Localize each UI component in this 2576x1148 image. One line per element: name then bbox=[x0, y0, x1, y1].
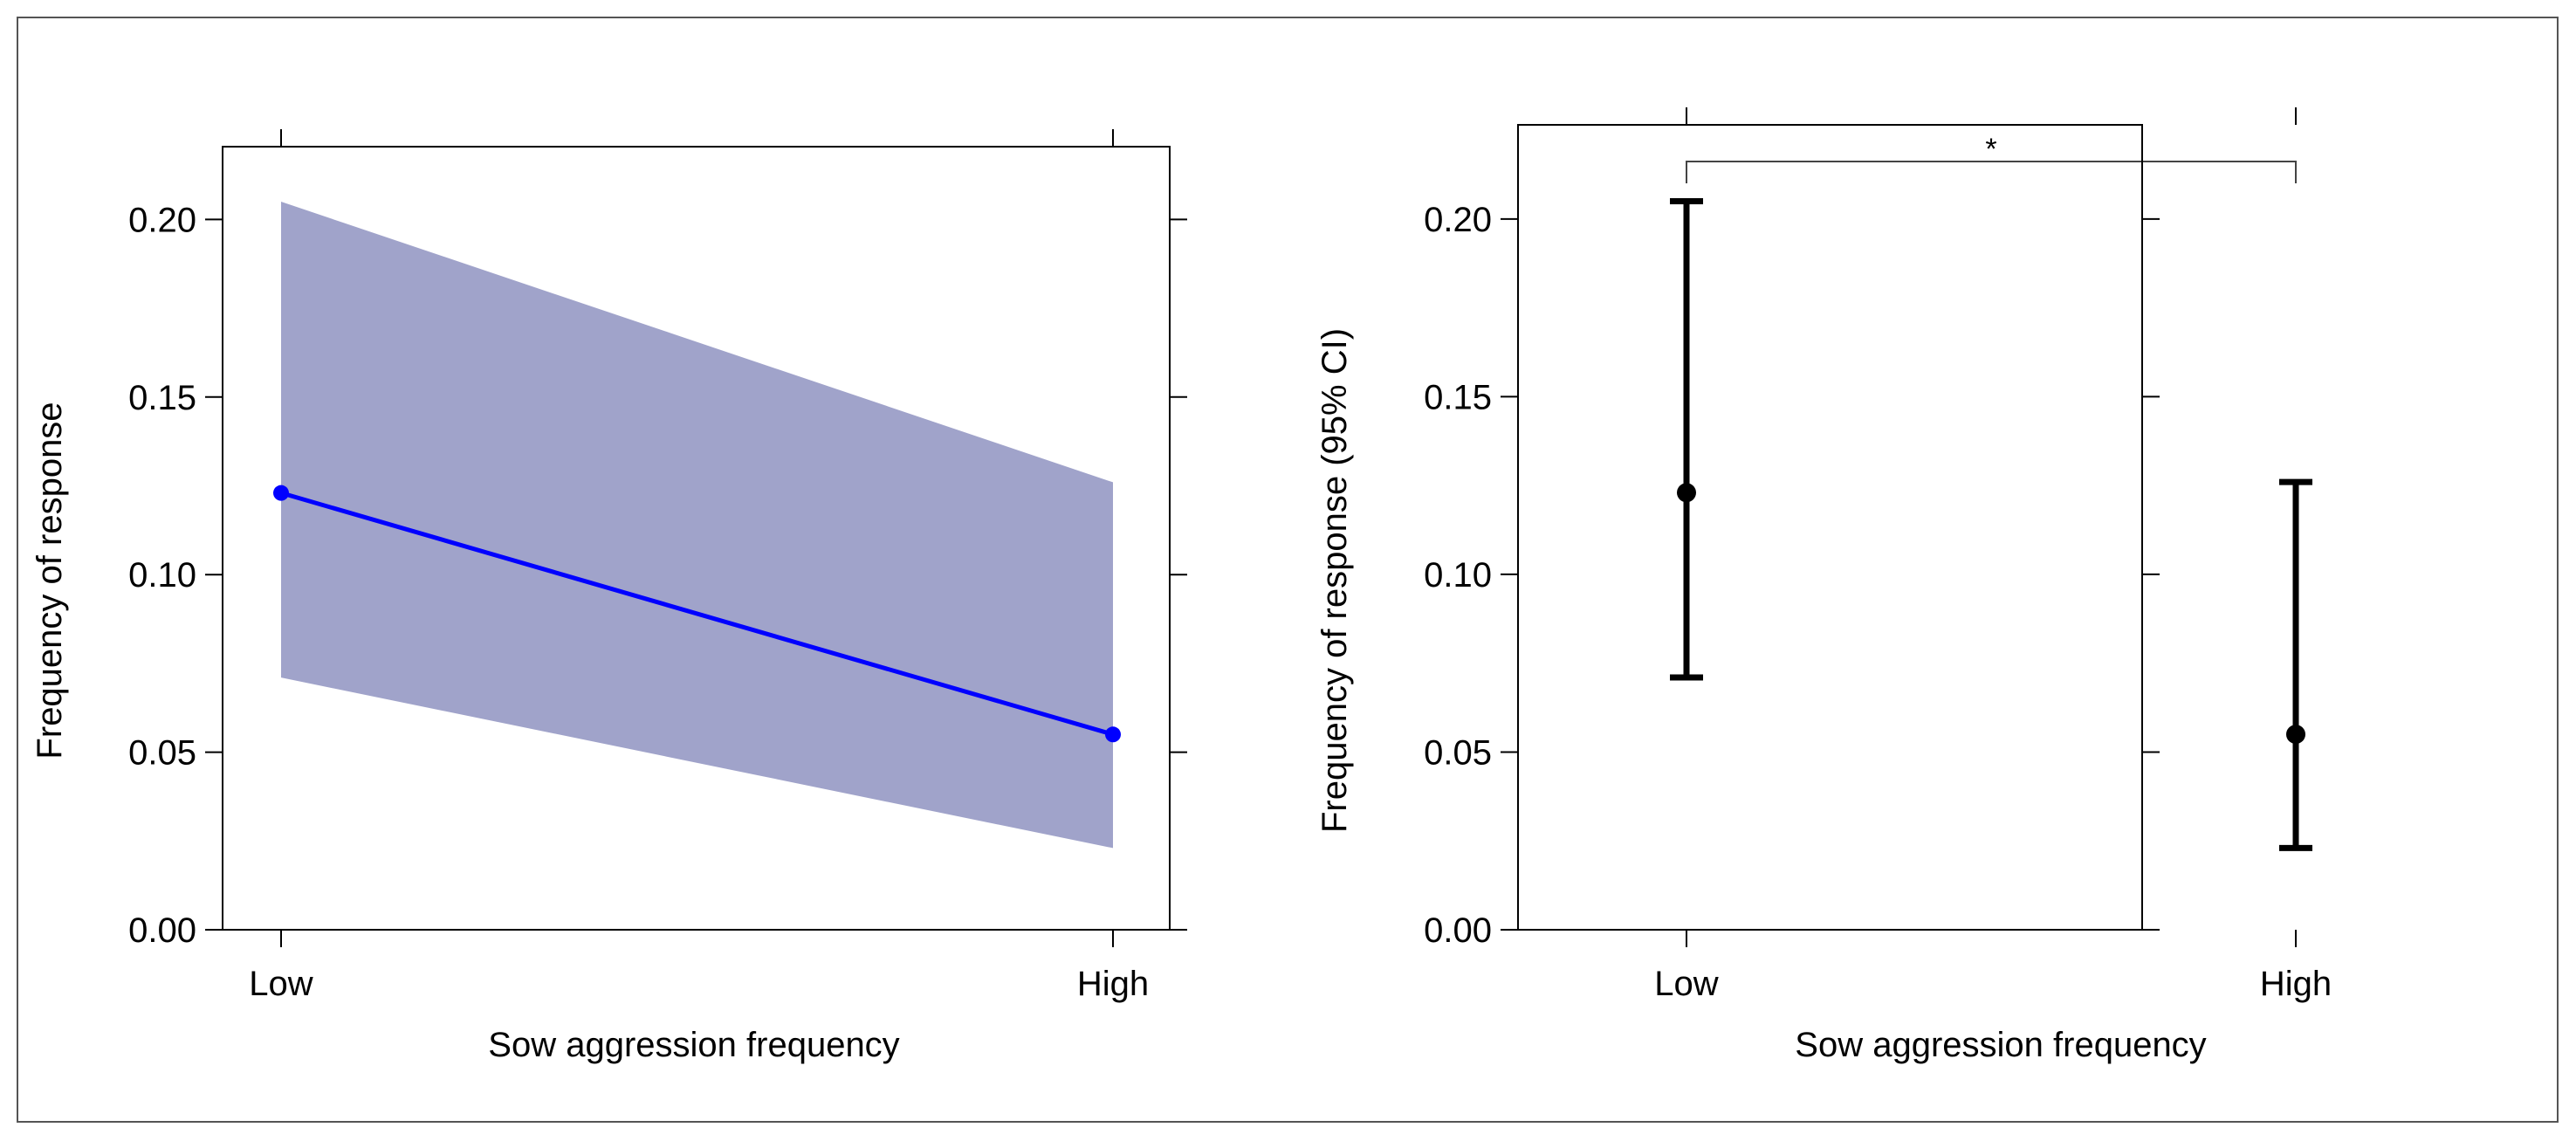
y-axis-title: Frequency of response bbox=[31, 402, 69, 759]
x-axis-title: Sow aggression frequency bbox=[488, 1026, 899, 1064]
y-tick-label: 0.10 bbox=[1424, 556, 1492, 595]
y-tick-label: 0.20 bbox=[1424, 201, 1492, 239]
x-tick-label-high: High bbox=[1077, 965, 1149, 1003]
x-axis-title: Sow aggression frequency bbox=[1795, 1026, 2206, 1064]
right-chart: * 0.00 0.05 0.10 0.15 0.20 Low High Sow … bbox=[1315, 107, 2332, 1064]
y-tick-label: 0.20 bbox=[128, 201, 196, 239]
y-tick-label: 0.05 bbox=[128, 734, 196, 773]
x-tick-label-low: Low bbox=[1654, 965, 1718, 1003]
y-axis-title: Frequency of response (95% CI) bbox=[1315, 328, 1354, 833]
error-bars bbox=[1670, 198, 2312, 851]
x-tick-labels: Low High bbox=[249, 965, 1149, 1003]
x-tick-label-high: High bbox=[2260, 965, 2332, 1003]
axis-ticks bbox=[1501, 107, 2297, 947]
ci-band bbox=[281, 202, 1113, 849]
plot-frame bbox=[222, 146, 1171, 931]
significance-bracket bbox=[1686, 161, 2297, 183]
x-tick-label-low: Low bbox=[249, 965, 313, 1003]
y-tick-label: 0.10 bbox=[128, 556, 196, 595]
data-point-low bbox=[273, 485, 289, 501]
data-point bbox=[2286, 725, 2305, 745]
y-tick-label: 0.00 bbox=[1424, 911, 1492, 950]
y-tick-label: 0.00 bbox=[128, 911, 196, 950]
data-point bbox=[1677, 483, 1696, 503]
y-tick-labels: 0.00 0.05 0.10 0.15 0.20 bbox=[128, 201, 196, 950]
significance-star: * bbox=[1985, 133, 1996, 166]
y-tick-label: 0.05 bbox=[1424, 733, 1492, 772]
left-chart: 0.00 0.05 0.10 0.15 0.20 Low High Sow ag… bbox=[31, 129, 1187, 1064]
y-tick-labels: 0.00 0.05 0.10 0.15 0.20 bbox=[1424, 201, 1492, 950]
bracket-line bbox=[1686, 161, 2297, 183]
series-line bbox=[280, 491, 1114, 737]
y-tick-label: 0.15 bbox=[1424, 378, 1492, 416]
y-tick-label: 0.15 bbox=[128, 379, 196, 417]
data-point-high bbox=[1105, 726, 1121, 743]
axis-ticks bbox=[205, 129, 1187, 947]
plot-frame bbox=[1517, 124, 2143, 931]
x-tick-labels: Low High bbox=[1654, 965, 2332, 1003]
